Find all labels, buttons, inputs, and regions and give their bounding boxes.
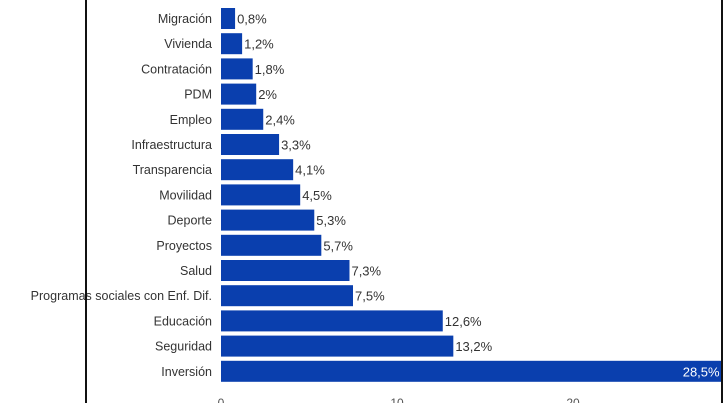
value-label: 2,4% [265,112,295,127]
value-label: 0,8% [237,12,267,27]
bar-vivienda [221,33,243,55]
category-label: Salud [180,264,212,278]
x-tick-label: 10 [390,396,404,403]
value-label: 5,3% [316,213,346,228]
category-label: Programas sociales con Enf. Dif. [31,289,212,303]
bar-proyectos [221,234,322,256]
category-label: Seguridad [155,340,212,354]
bar-educaci-n [221,310,443,332]
value-label: 1,2% [244,37,274,52]
bar-empleo [221,108,264,130]
bar-transparencia [221,159,294,181]
bar-programas-sociales-con-enf-dif- [221,285,353,307]
category-label: PDM [184,88,212,102]
category-label: Vivienda [164,37,212,51]
category-label: Infraestructura [131,138,212,152]
value-label: 28,5% [683,364,720,379]
bar-infraestructura [221,134,280,155]
value-label: 1,8% [255,62,285,77]
category-label: Educación [154,314,212,328]
bar-seguridad [221,335,454,357]
category-label: Inversión [161,365,212,379]
bar-movilidad [221,184,301,206]
value-label: 4,1% [295,163,325,178]
value-label: 12,6% [445,314,482,329]
category-label: Migración [158,12,212,26]
category-label: Transparencia [133,163,212,177]
bar-inversi-n [221,360,723,382]
bar-contrataci-n [221,58,253,80]
bar-migraci-n [221,8,236,29]
category-label: Empleo [170,113,212,127]
value-label: 2% [258,87,277,102]
x-axis-ticks: 0 10 20 [218,396,580,403]
value-label: 7,5% [355,289,385,304]
x-tick-label: 0 [218,396,225,403]
bar-pdm [221,83,257,105]
bar-deporte [221,209,315,231]
value-label: 13,2% [455,339,492,354]
value-label: 3,3% [281,138,311,153]
bar-salud [221,260,350,281]
value-label: 7,3% [351,264,381,279]
category-label: Movilidad [159,188,212,202]
value-label: 5,7% [323,238,353,253]
x-tick-label: 20 [566,396,580,403]
category-label: Contratación [141,62,212,76]
value-label: 4,5% [302,188,332,203]
category-label: Deporte [168,214,213,228]
category-label: Proyectos [156,239,212,253]
bars-group: Migración 0,8% Vivienda 1,2% Contratación 1,8… [31,8,723,382]
